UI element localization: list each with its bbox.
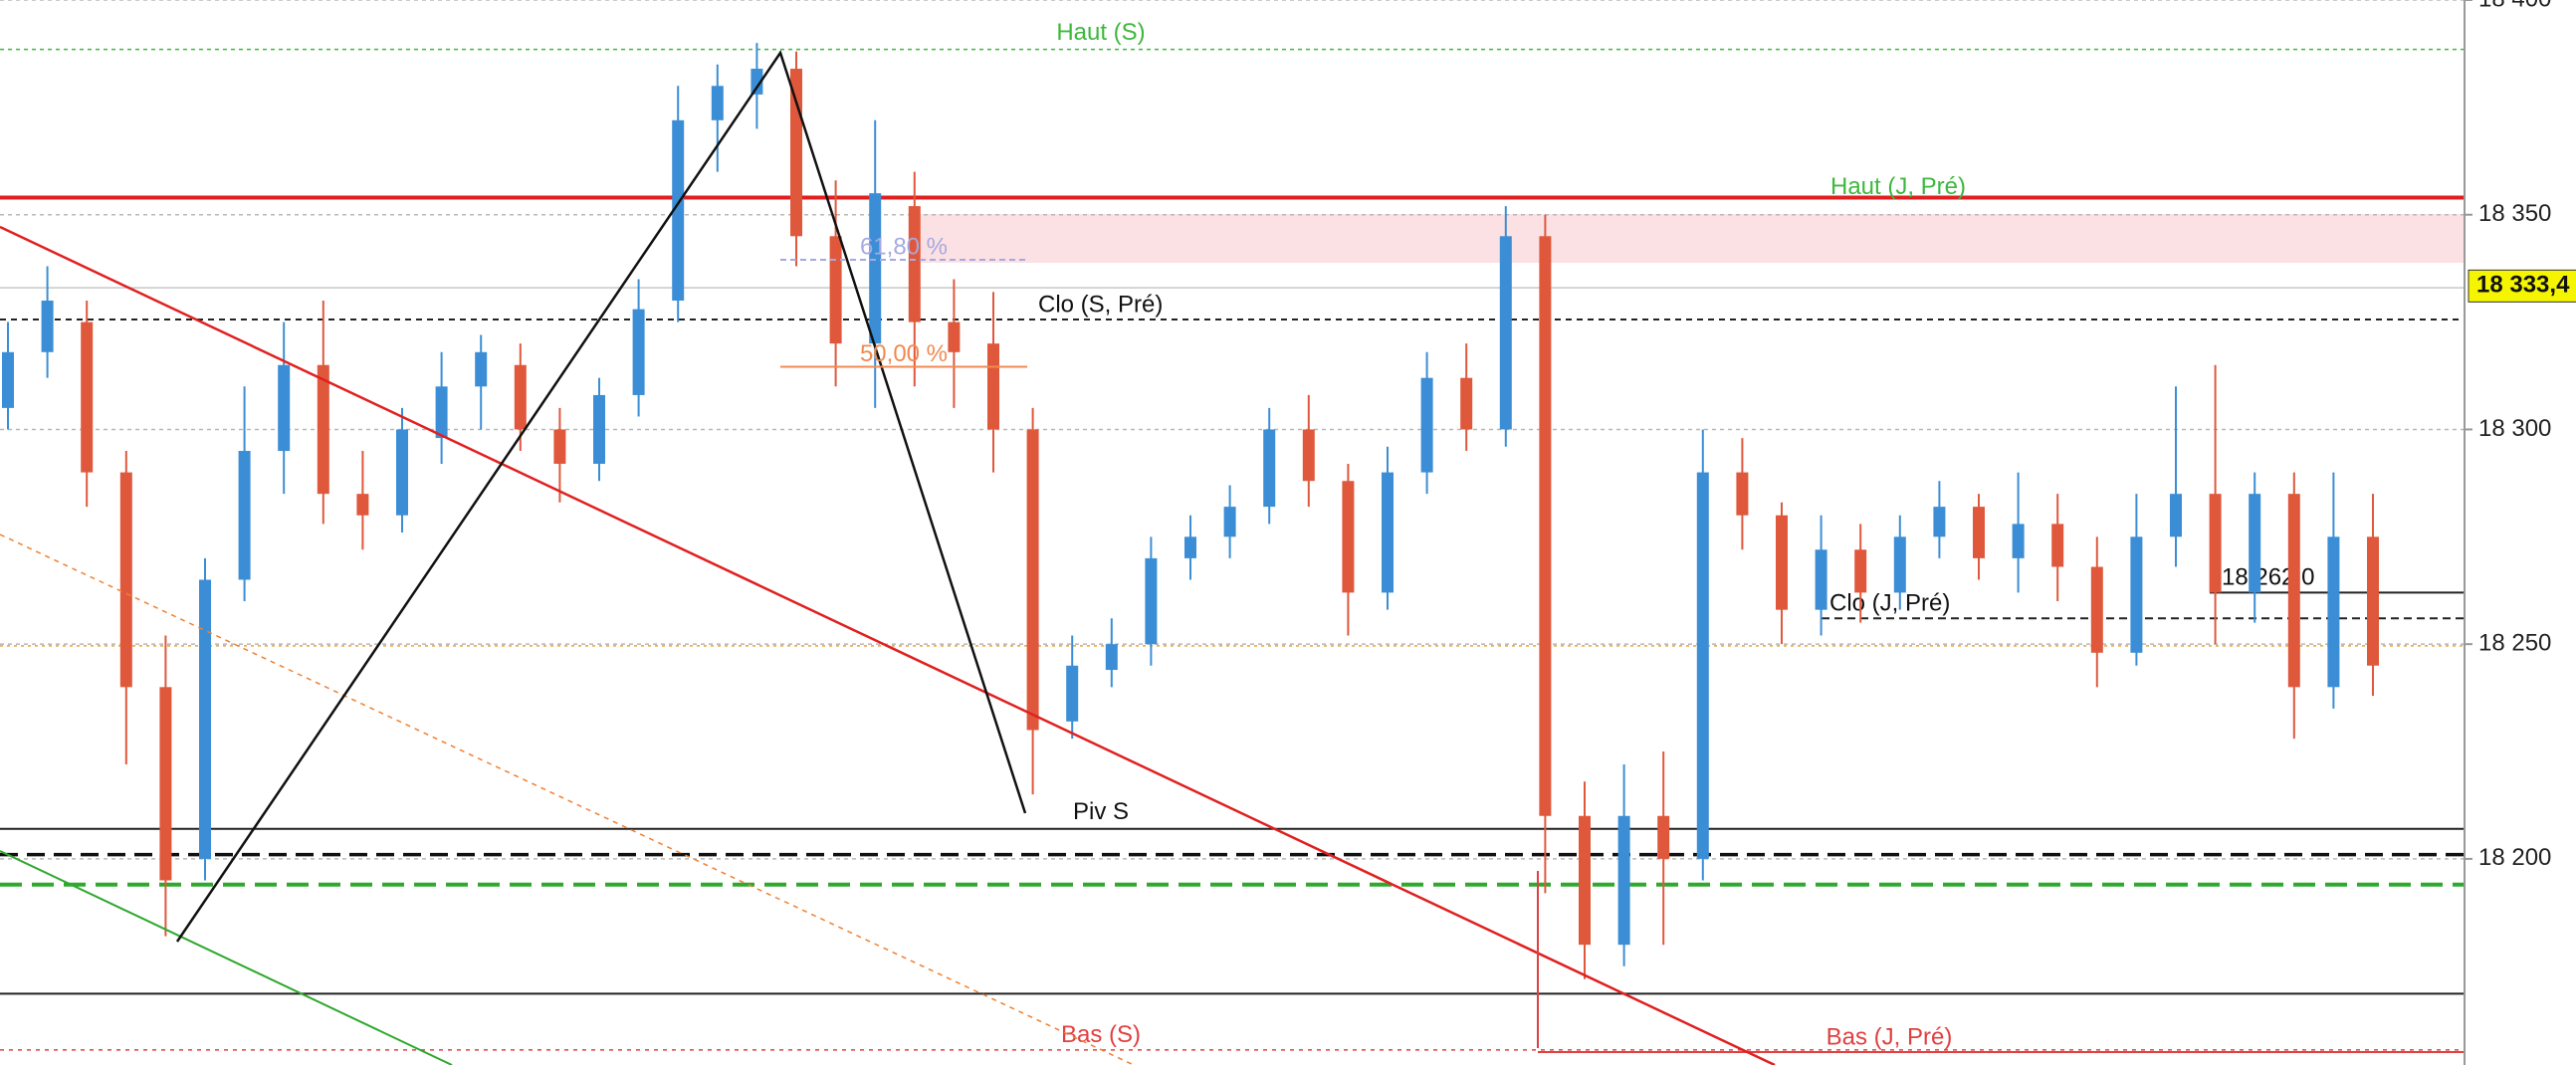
candle-body xyxy=(1776,515,1788,610)
y-tick-label: 18 200 xyxy=(2478,844,2551,871)
level-label: Bas (S) xyxy=(1061,1021,1141,1048)
candles xyxy=(2,43,2379,979)
levels: Haut (S) Haut (J, Pré) Clo (S, Pré) Clo (J,… xyxy=(0,19,2465,1054)
candle-body xyxy=(1145,557,1158,645)
level-label: 18 262,0 xyxy=(2222,564,2314,591)
price-tag xyxy=(2468,269,2576,303)
candle-body xyxy=(869,193,882,344)
candle-body xyxy=(948,321,961,352)
candle-body xyxy=(908,206,921,322)
trend-line xyxy=(0,225,1776,1065)
candle-body xyxy=(1617,815,1630,946)
trend-line-green xyxy=(0,850,453,1065)
candle-body xyxy=(2090,566,2103,653)
candle-body xyxy=(2327,536,2340,688)
candle-body xyxy=(2,351,14,408)
candle-body xyxy=(751,69,763,95)
candle-body xyxy=(1736,472,1749,516)
fibonacci: 61,80 % 50,00 % xyxy=(780,233,1027,368)
level-label: Haut (S) xyxy=(1056,19,1145,46)
candle-body xyxy=(1342,481,1355,593)
candle-body xyxy=(2051,524,2064,567)
candle-body xyxy=(41,301,54,352)
candle-body xyxy=(1579,815,1591,946)
candle-body xyxy=(1657,815,1670,859)
candle-body xyxy=(159,687,172,881)
candle-body xyxy=(790,69,802,237)
resistance-zone xyxy=(921,214,2465,263)
candle-body xyxy=(2012,524,2025,558)
candle-body xyxy=(1066,665,1079,722)
candle-body xyxy=(1263,429,1276,508)
price-tag-label: 18 333,4 xyxy=(2476,272,2570,299)
candle-body xyxy=(317,364,329,495)
fib-label: 50,00 % xyxy=(860,340,948,367)
candle-body xyxy=(632,309,645,395)
candle-body xyxy=(1815,549,1827,610)
y-tick-label: 18 400 xyxy=(2478,0,2551,12)
candle-body xyxy=(278,364,291,452)
candle-body xyxy=(593,394,605,464)
candle-body xyxy=(2130,536,2143,653)
candle-body xyxy=(2287,494,2300,688)
candle-body xyxy=(1184,536,1196,558)
candle-body xyxy=(1854,549,1867,593)
candle-body xyxy=(1973,507,1985,558)
level-label: Clo (J, Pré) xyxy=(1829,590,1950,617)
candle-body xyxy=(2367,536,2379,666)
candle-body xyxy=(2249,494,2261,593)
candle-body xyxy=(119,472,132,688)
candle-body xyxy=(475,351,488,387)
candle-body xyxy=(356,494,369,516)
candle-body xyxy=(2170,494,2182,537)
candle-body xyxy=(1382,472,1394,593)
candle-body xyxy=(1026,429,1039,731)
candle-body xyxy=(238,451,251,580)
candle-body xyxy=(1105,644,1118,671)
y-tick-label: 18 300 xyxy=(2478,415,2551,442)
y-tick-label: 18 350 xyxy=(2478,200,2551,227)
fib-label: 61,80 % xyxy=(860,233,948,260)
candle-body xyxy=(1539,236,1552,816)
y-tick-label: 18 250 xyxy=(2478,630,2551,657)
level-label: Piv S xyxy=(1073,798,1129,825)
candle-body xyxy=(199,579,211,859)
candle-body xyxy=(1933,507,1946,537)
candle-body xyxy=(1460,377,1473,430)
drawings-under xyxy=(921,214,2465,263)
candle-body xyxy=(396,429,408,516)
drawings xyxy=(0,50,1776,1065)
candle-body xyxy=(1420,377,1433,473)
candle-body xyxy=(1893,536,1906,593)
candle-body xyxy=(514,364,527,430)
level-label: Clo (S, Pré) xyxy=(1038,291,1163,318)
level-label: Haut (J, Pré) xyxy=(1830,173,1966,200)
candle-body xyxy=(987,343,999,430)
candle-body xyxy=(435,386,448,439)
candle-body xyxy=(2209,494,2222,593)
candle-body xyxy=(829,236,842,344)
candle-body xyxy=(81,321,94,473)
candle-body xyxy=(1696,472,1709,859)
candle-body xyxy=(672,119,685,302)
zigzag xyxy=(175,50,1027,943)
candle-body xyxy=(1223,507,1236,537)
candle-body xyxy=(553,429,566,464)
candle-body xyxy=(1499,236,1512,430)
candle-body xyxy=(711,86,724,120)
level-label: Bas (J, Pré) xyxy=(1826,1023,1953,1050)
price-axis: 18 200 18 250 18 300 18 350 18 400 18 333,4 xyxy=(2465,0,2576,871)
candle-body xyxy=(1302,429,1315,482)
